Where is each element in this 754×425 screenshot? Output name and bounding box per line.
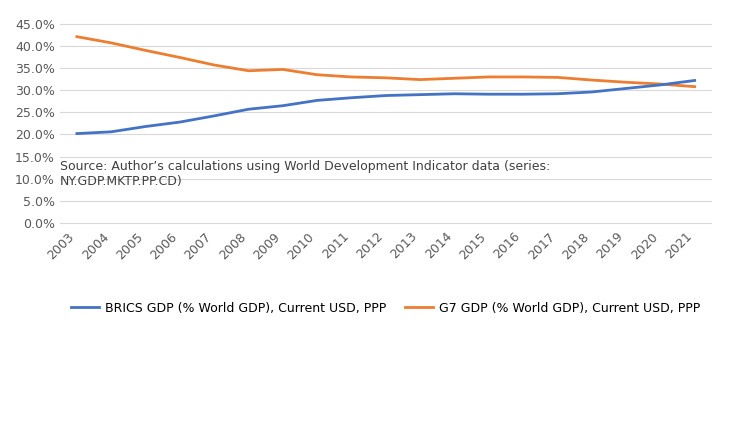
BRICS GDP (% World GDP), Current USD, PPP (621, 86, 630, 91)
G7 GDP (% World GDP), Current USD, PPP (176, 55, 185, 60)
Text: Source: Author’s calculations using World Development Indicator data (series:
NY: Source: Author’s calculations using Worl… (60, 160, 550, 188)
BRICS GDP (% World GDP), Current USD, PPP (347, 95, 356, 100)
BRICS GDP (% World GDP), Current USD, PPP (415, 92, 425, 97)
BRICS GDP (% World GDP), Current USD, PPP (313, 98, 322, 103)
G7 GDP (% World GDP), Current USD, PPP (656, 82, 665, 87)
BRICS GDP (% World GDP), Current USD, PPP (210, 113, 219, 119)
G7 GDP (% World GDP), Current USD, PPP (278, 67, 287, 72)
Line: BRICS GDP (% World GDP), Current USD, PPP: BRICS GDP (% World GDP), Current USD, PP… (77, 80, 694, 133)
G7 GDP (% World GDP), Current USD, PPP (484, 74, 493, 79)
G7 GDP (% World GDP), Current USD, PPP (415, 77, 425, 82)
G7 GDP (% World GDP), Current USD, PPP (519, 74, 528, 79)
BRICS GDP (% World GDP), Current USD, PPP (656, 82, 665, 88)
G7 GDP (% World GDP), Current USD, PPP (106, 40, 115, 45)
G7 GDP (% World GDP), Current USD, PPP (450, 76, 459, 81)
BRICS GDP (% World GDP), Current USD, PPP (278, 103, 287, 108)
G7 GDP (% World GDP), Current USD, PPP (621, 80, 630, 85)
G7 GDP (% World GDP), Current USD, PPP (347, 74, 356, 79)
G7 GDP (% World GDP), Current USD, PPP (244, 68, 253, 73)
G7 GDP (% World GDP), Current USD, PPP (72, 34, 81, 39)
BRICS GDP (% World GDP), Current USD, PPP (587, 89, 596, 94)
G7 GDP (% World GDP), Current USD, PPP (313, 72, 322, 77)
BRICS GDP (% World GDP), Current USD, PPP (72, 131, 81, 136)
BRICS GDP (% World GDP), Current USD, PPP (484, 92, 493, 97)
G7 GDP (% World GDP), Current USD, PPP (553, 75, 562, 80)
Legend: BRICS GDP (% World GDP), Current USD, PPP, G7 GDP (% World GDP), Current USD, PP: BRICS GDP (% World GDP), Current USD, PP… (66, 297, 705, 320)
BRICS GDP (% World GDP), Current USD, PPP (382, 93, 391, 98)
BRICS GDP (% World GDP), Current USD, PPP (519, 92, 528, 97)
Line: G7 GDP (% World GDP), Current USD, PPP: G7 GDP (% World GDP), Current USD, PPP (77, 37, 694, 87)
BRICS GDP (% World GDP), Current USD, PPP (176, 119, 185, 125)
G7 GDP (% World GDP), Current USD, PPP (382, 75, 391, 80)
BRICS GDP (% World GDP), Current USD, PPP (244, 107, 253, 112)
BRICS GDP (% World GDP), Current USD, PPP (141, 124, 150, 129)
G7 GDP (% World GDP), Current USD, PPP (690, 84, 699, 89)
G7 GDP (% World GDP), Current USD, PPP (141, 48, 150, 53)
BRICS GDP (% World GDP), Current USD, PPP (106, 129, 115, 134)
BRICS GDP (% World GDP), Current USD, PPP (553, 91, 562, 96)
BRICS GDP (% World GDP), Current USD, PPP (450, 91, 459, 96)
G7 GDP (% World GDP), Current USD, PPP (587, 77, 596, 82)
BRICS GDP (% World GDP), Current USD, PPP (690, 78, 699, 83)
G7 GDP (% World GDP), Current USD, PPP (210, 62, 219, 68)
